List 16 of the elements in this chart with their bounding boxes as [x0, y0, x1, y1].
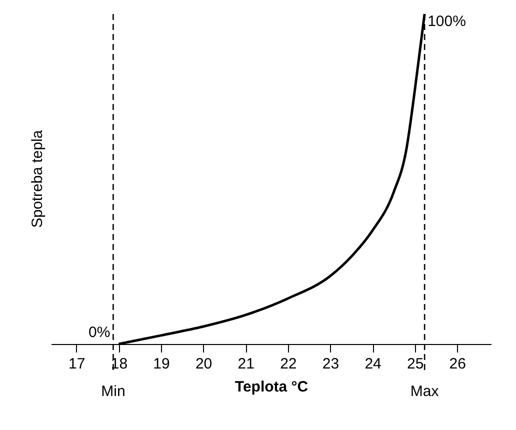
y-axis-title: Spotreba tepla: [29, 130, 46, 228]
x-tick-label: 19: [153, 356, 170, 372]
x-tick-label: 22: [280, 356, 297, 372]
x-tick-label: 18: [110, 356, 128, 372]
x-tick-label: 17: [68, 356, 86, 372]
x-tick-label: 25: [407, 356, 424, 372]
ref-line-label: Max: [410, 383, 440, 400]
x-tick-label: 20: [195, 356, 212, 372]
x-tick-label: 24: [364, 356, 382, 372]
annotation: 100%: [428, 13, 466, 30]
x-tick-label: 21: [238, 356, 254, 372]
x-tick-label: 26: [449, 356, 466, 372]
x-tick-label: 23: [322, 356, 340, 372]
annotation: 0%: [88, 324, 110, 341]
x-axis-title: Teplota °C: [234, 378, 308, 396]
ref-line-label: Min: [101, 383, 126, 400]
